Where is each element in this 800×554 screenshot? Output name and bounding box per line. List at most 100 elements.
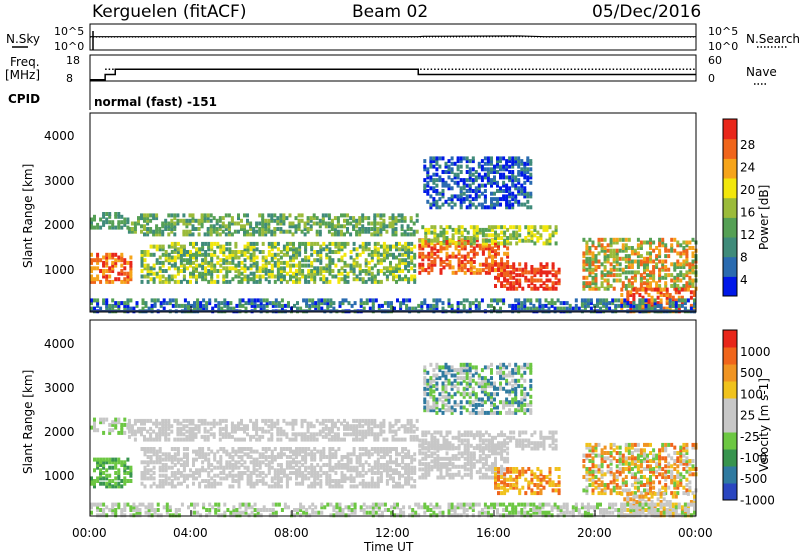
heatmap-cell <box>328 463 332 467</box>
heatmap-cell <box>126 298 130 303</box>
heatmap-cell <box>123 422 127 427</box>
heatmap-cell <box>158 481 162 486</box>
heatmap-cell <box>279 476 283 481</box>
heatmap-cell <box>349 221 353 226</box>
heatmap-cell <box>108 274 112 279</box>
heatmap-cell <box>514 186 518 191</box>
heatmap-cell <box>424 462 428 467</box>
heatmap-cell <box>258 274 262 279</box>
heatmap-cell <box>368 306 372 311</box>
heatmap-cell <box>582 281 586 286</box>
heatmap-cell <box>494 260 497 264</box>
colorbar-swatch <box>723 138 737 159</box>
heatmap-cell <box>518 441 522 446</box>
heatmap-cell <box>237 449 241 454</box>
heatmap-cell <box>466 448 470 453</box>
heatmap-cell <box>328 271 332 276</box>
heatmap-cell <box>548 236 552 240</box>
heatmap-cell <box>279 449 283 454</box>
heatmap-cell <box>331 455 335 459</box>
heatmap-cell <box>258 473 262 478</box>
heatmap-cell <box>585 267 589 272</box>
heatmap-cell <box>502 156 506 161</box>
heatmap-cell <box>90 476 93 481</box>
heatmap-cell <box>123 303 127 308</box>
heatmap-cell <box>246 455 250 459</box>
heatmap-cell <box>484 262 488 267</box>
heatmap-cell <box>466 433 470 438</box>
heatmap-cell <box>149 455 153 459</box>
heatmap-cell <box>588 286 592 291</box>
heatmap-cell <box>199 303 203 308</box>
heatmap-cell <box>261 460 265 465</box>
heatmap-cell <box>96 260 100 265</box>
heatmap-cell <box>486 159 490 164</box>
heatmap-cell <box>365 301 369 306</box>
heatmap-cell <box>227 227 231 231</box>
heatmap-cell <box>487 433 491 438</box>
heatmap-cell <box>448 254 452 259</box>
heatmap-cell <box>108 225 112 230</box>
heatmap-cell <box>621 284 625 288</box>
heatmap-cell <box>554 230 558 235</box>
heatmap-cell <box>585 251 589 256</box>
heatmap-cell <box>430 433 434 438</box>
heatmap-cell <box>292 465 295 470</box>
heatmap-cell <box>580 303 584 308</box>
heatmap-cell <box>249 479 253 483</box>
heatmap-cell <box>240 418 243 423</box>
heatmap-cell <box>554 281 558 286</box>
heatmap-cell <box>218 218 222 223</box>
heatmap-cell <box>523 306 527 311</box>
heatmap-cell <box>99 481 103 486</box>
noise-tick-bottom-right: 10^0 <box>708 40 738 53</box>
heatmap-cell <box>635 290 639 295</box>
heatmap-cell <box>186 250 189 254</box>
heatmap-cell <box>367 216 371 221</box>
heatmap-cell <box>603 251 607 256</box>
heatmap-cell <box>285 421 289 426</box>
heatmap-cell <box>158 455 162 459</box>
heatmap-cell <box>343 252 347 257</box>
heatmap-cell <box>557 267 561 272</box>
heatmap-cell <box>358 455 362 459</box>
heatmap-cell <box>155 437 159 442</box>
heatmap-cell <box>252 229 256 234</box>
heatmap-cell <box>276 481 280 486</box>
heatmap-cell <box>500 467 504 472</box>
heatmap-cell <box>313 250 317 254</box>
heatmap-cell <box>158 432 162 437</box>
heatmap-cell <box>199 301 203 306</box>
heatmap-cell <box>478 470 482 475</box>
heatmap-cell <box>615 267 619 272</box>
heatmap-cell <box>319 452 323 457</box>
heatmap-cell <box>164 277 168 282</box>
heatmap-cell <box>210 266 214 271</box>
heatmap-cell <box>487 227 491 232</box>
heatmap-cell <box>327 221 331 226</box>
heatmap-cell <box>337 484 341 489</box>
heatmap-cell <box>478 433 482 438</box>
heatmap-cell <box>364 216 368 221</box>
heatmap-cell <box>388 429 392 434</box>
heatmap-cell <box>500 454 504 459</box>
heatmap-cell <box>668 293 672 297</box>
heatmap-cell <box>349 426 353 431</box>
heatmap-cell <box>500 448 504 453</box>
heatmap-cell <box>497 251 500 256</box>
heatmap-cell <box>407 244 411 249</box>
heatmap-cell <box>588 281 592 286</box>
heatmap-cell <box>553 301 557 306</box>
heatmap-cell <box>532 303 536 308</box>
heatmap-cell <box>312 216 316 221</box>
colorbar-swatch <box>723 119 737 140</box>
heatmap-cell <box>605 303 609 308</box>
heatmap-cell <box>231 455 235 459</box>
heatmap-cell <box>189 274 192 279</box>
heatmap-cell <box>676 273 680 278</box>
heatmap-cell <box>158 479 162 483</box>
heatmap-cell <box>176 460 180 465</box>
heatmap-cell <box>496 161 499 166</box>
heatmap-cell <box>216 449 220 454</box>
heatmap-cell <box>298 452 302 457</box>
